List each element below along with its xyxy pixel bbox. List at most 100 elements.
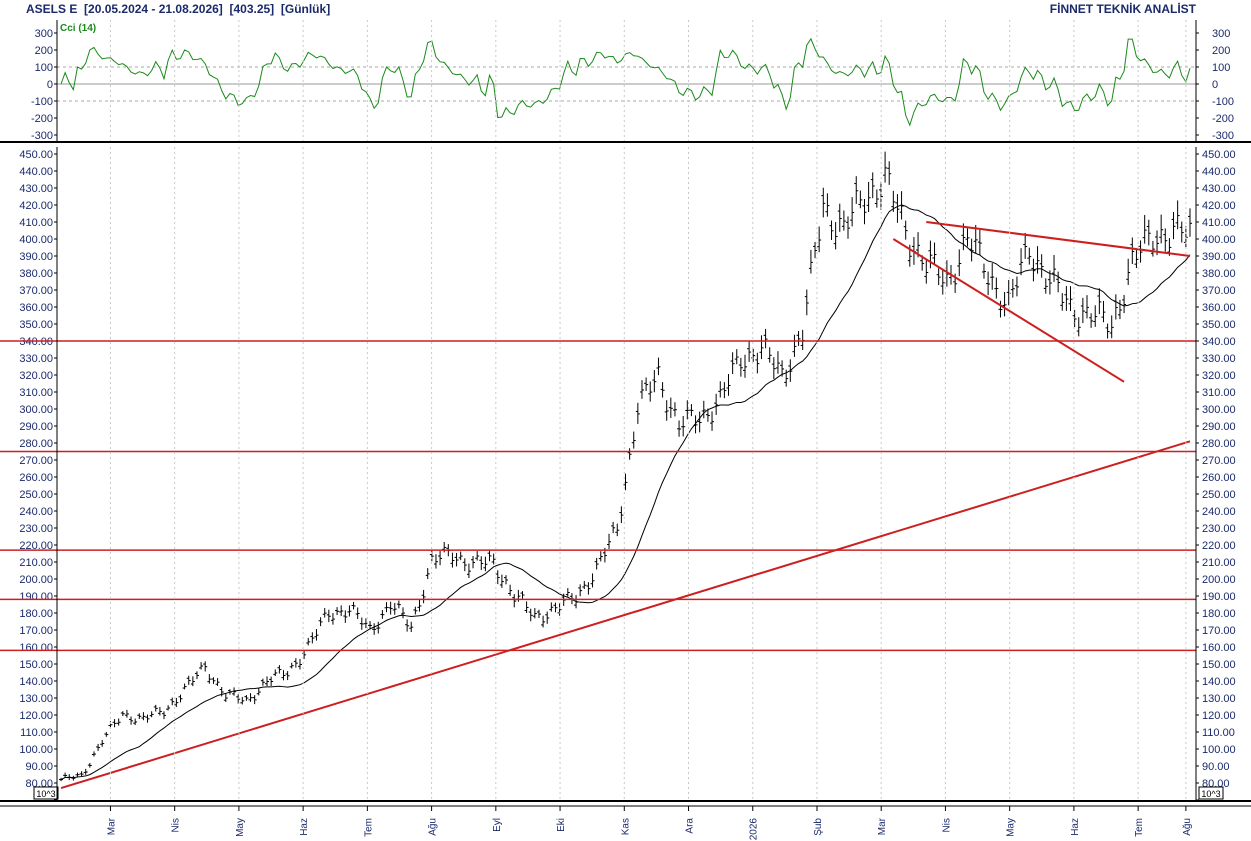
- price-ytick-right: 250.00: [1202, 489, 1236, 501]
- x-tick-label: May: [1006, 818, 1017, 837]
- x-tick-label: Ağu: [428, 818, 439, 836]
- price-ytick-left: 380.00: [19, 268, 53, 280]
- price-ytick-right: 350.00: [1202, 319, 1236, 331]
- cci-ytick-right: -300: [1212, 130, 1234, 142]
- x-tick-label: Eki: [556, 818, 567, 832]
- price-ytick-right: 450.00: [1202, 149, 1236, 161]
- price-ytick-left: 300.00: [19, 404, 53, 416]
- price-ytick-right: 170.00: [1202, 625, 1236, 637]
- price-ytick-right: 110.00: [1202, 727, 1235, 739]
- price-ytick-left: 250.00: [19, 489, 53, 501]
- price-ytick-right: 330.00: [1202, 353, 1236, 365]
- price-ytick-left: 290.00: [19, 421, 53, 433]
- x-tick-label: Nis: [941, 818, 952, 832]
- price-ytick-left: 310.00: [19, 387, 53, 399]
- price-ytick-left: 110.00: [20, 727, 53, 739]
- price-ytick-right: 360.00: [1202, 302, 1236, 314]
- wedge-lower-line: [892, 238, 1125, 383]
- x-tick-label: Mar: [106, 817, 117, 835]
- price-ytick-right: 210.00: [1202, 557, 1236, 569]
- price-ytick-left: 90.00: [25, 761, 53, 773]
- scale-badge: [33, 786, 59, 800]
- price-ytick-left: 240.00: [19, 506, 53, 518]
- price-ytick-left: 160.00: [19, 642, 53, 654]
- x-tick-label: Ağu: [1182, 818, 1193, 836]
- price-ytick-left: 140.00: [19, 676, 53, 688]
- price-ytick-right: 200.00: [1202, 574, 1236, 586]
- price-ytick-right: 410.00: [1202, 217, 1236, 229]
- price-ytick-right: 370.00: [1202, 285, 1236, 297]
- cci-ytick-left: -200: [31, 113, 53, 125]
- price-ytick-left: 330.00: [19, 353, 53, 365]
- price-ytick-left: 450.00: [19, 149, 53, 161]
- price-ytick-left: 280.00: [19, 438, 53, 450]
- scale-badge-label: 10^3: [1201, 789, 1220, 799]
- cci-ytick-right: -100: [1212, 96, 1234, 108]
- cci-ytick-right: 300: [1212, 28, 1230, 40]
- price-ytick-right: 160.00: [1202, 642, 1236, 654]
- price-ytick-right: 140.00: [1202, 676, 1236, 688]
- cci-legend: Cci (14): [60, 23, 96, 34]
- x-tick-label: Mar: [877, 817, 888, 835]
- scale-badge: [1198, 786, 1224, 800]
- price-ytick-right: 290.00: [1202, 421, 1236, 433]
- cci-ytick-right: 0: [1212, 79, 1218, 91]
- price-ytick-right: 180.00: [1202, 608, 1236, 620]
- price-ytick-left: 210.00: [19, 557, 53, 569]
- price-ytick-left: 420.00: [19, 200, 53, 212]
- x-tick-label: 2026: [749, 818, 760, 841]
- price-ytick-left: 320.00: [19, 370, 53, 382]
- price-ytick-left: 260.00: [19, 472, 53, 484]
- cci-line: [60, 37, 1191, 127]
- long-term-support-line: [60, 440, 1191, 790]
- x-tick-label: Haz: [299, 818, 310, 836]
- price-ytick-right: 100.00: [1202, 744, 1236, 756]
- price-ytick-right: 440.00: [1202, 166, 1236, 178]
- price-ytick-left: 130.00: [19, 693, 53, 705]
- price-ytick-right: 400.00: [1202, 234, 1236, 246]
- wedge-upper-line: [926, 221, 1191, 257]
- price-ytick-left: 350.00: [19, 319, 53, 331]
- moving-average-line: [60, 204, 1191, 781]
- price-ytick-right: 380.00: [1202, 268, 1236, 280]
- price-ytick-right: 150.00: [1202, 659, 1236, 671]
- price-ytick-left: 220.00: [19, 540, 53, 552]
- x-tick-label: Eyl: [492, 818, 503, 832]
- cci-panel: Cci (14) 300 300 200 200 100 100 0 0 -100 -100 -200…: [31, 23, 1234, 142]
- price-ytick-right: 320.00: [1202, 370, 1236, 382]
- price-ytick-left: 150.00: [19, 659, 53, 671]
- price-ytick-left: 190.00: [19, 591, 53, 603]
- cci-ytick-left: 200: [35, 45, 53, 57]
- price-panel: 450.00 450.00 440.00 440.00 430.00 430.00 420.…: [0, 149, 1236, 801]
- x-tick-label: Haz: [1070, 818, 1081, 836]
- price-ytick-left: 390.00: [19, 251, 53, 263]
- price-ytick-left: 430.00: [19, 183, 53, 195]
- scale-badge-label: 10^3: [36, 789, 55, 799]
- cci-ytick-left: 300: [35, 28, 53, 40]
- cci-ytick-right: 200: [1212, 45, 1230, 57]
- cci-ytick-left: -100: [31, 96, 53, 108]
- price-ytick-left: 400.00: [19, 234, 53, 246]
- price-ytick-right: 90.00: [1202, 761, 1230, 773]
- x-tick-label: Kas: [620, 818, 631, 835]
- price-ytick-left: 170.00: [19, 625, 53, 637]
- price-ytick-right: 230.00: [1202, 523, 1236, 535]
- x-tick-label: Ara: [685, 818, 696, 834]
- price-bars: [59, 151, 1192, 782]
- chart-title: ASELS E [20.05.2024 - 21.08.2026] [403.2…: [26, 2, 331, 16]
- price-ytick-left: 340.00: [19, 336, 53, 348]
- x-tick-label: Tem: [363, 818, 374, 837]
- price-ytick-right: 270.00: [1202, 455, 1236, 467]
- price-ytick-left: 360.00: [19, 302, 53, 314]
- cci-ytick-left: 100: [35, 62, 53, 74]
- price-ytick-left: 370.00: [19, 285, 53, 297]
- price-ytick-right: 340.00: [1202, 336, 1236, 348]
- x-tick-label: Şub: [813, 818, 824, 836]
- cci-ytick-left: 0: [47, 79, 53, 91]
- x-axis: Mar Nis May Haz Tem Ağu Eyl Eki Kas Ara 2026 Şub Mar…: [106, 20, 1193, 841]
- price-ytick-right: 190.00: [1202, 591, 1236, 603]
- price-ytick-left: 410.00: [19, 217, 53, 229]
- x-tick-label: Nis: [171, 818, 182, 832]
- price-ytick-right: 310.00: [1202, 387, 1236, 399]
